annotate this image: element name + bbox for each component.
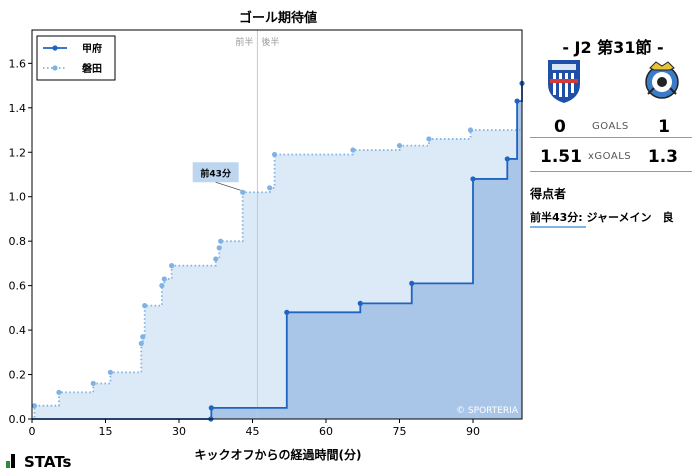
divider [530, 137, 692, 138]
data-point [142, 303, 148, 309]
x-tick-label: 15 [99, 425, 113, 438]
scorers-title: 得点者 [530, 187, 567, 201]
y-tick-label: 1.4 [9, 102, 27, 115]
home-xg: 1.51 [540, 147, 582, 167]
xg-row: 1.51 xGOALS 1.3 [526, 147, 692, 171]
data-point [470, 176, 476, 182]
y-tick-label: 0.0 [9, 413, 27, 426]
data-point [357, 300, 363, 307]
x-axis-label: キックオフからの経過時間(分) [195, 447, 362, 462]
data-point [409, 280, 415, 287]
x-tick-label: 0 [29, 425, 36, 438]
goals-row: 0 GOALS 1 [526, 117, 692, 141]
x-tick-label: 90 [466, 425, 480, 438]
data-point [31, 403, 38, 409]
xg-label: xGOALS [588, 151, 632, 162]
series-fill [32, 83, 522, 419]
data-point [216, 245, 222, 251]
chart-title: ゴール期待値 [239, 10, 317, 26]
home-goals: 0 [554, 117, 566, 137]
brand-logo: STATs [6, 453, 71, 471]
away-goals: 1 [658, 117, 670, 137]
data-point [138, 340, 144, 347]
data-point [90, 380, 96, 387]
data-point [271, 151, 278, 158]
data-point [350, 147, 356, 153]
legend-marker [52, 65, 58, 71]
legend-marker [52, 45, 58, 51]
stats-bars-icon [6, 454, 20, 468]
y-tick-label: 0.8 [9, 235, 27, 248]
data-point [284, 309, 290, 315]
match-label: - J2 第31節 - [562, 38, 664, 57]
halftime-second-label: 後半 [261, 36, 279, 48]
y-tick-label: 0.2 [9, 369, 27, 382]
data-point [208, 405, 214, 411]
data-point [140, 334, 146, 340]
divider [530, 171, 692, 172]
y-tick-label: 0.6 [9, 280, 27, 293]
brand-name: STATs [24, 453, 72, 471]
y-tick-label: 1.6 [9, 57, 27, 70]
data-point [161, 276, 167, 282]
scorer-underline [530, 226, 586, 228]
data-point [218, 238, 224, 244]
y-tick-label: 0.4 [9, 324, 27, 337]
data-point [159, 283, 165, 289]
away-crest-icon [645, 61, 679, 99]
data-point [467, 127, 474, 133]
match-panel: - J2 第31節 - 0 GOALS 1 1.51 xGOALS 1.3 得点… [526, 0, 700, 474]
data-point [267, 185, 273, 191]
data-point [504, 156, 510, 162]
y-tick-label: 1.2 [9, 146, 27, 159]
xg-chart: ゴール期待値 前半 後半 0 15 30 45 60 75 90 0.0 0.2 0.4 0.6 0.8… [9, 10, 525, 462]
x-tick-label: 45 [246, 425, 260, 438]
scorer-entry: 前半43分: ジャーメイン 良 [530, 211, 674, 224]
y-tick-label: 1.0 [9, 191, 27, 204]
data-point [396, 142, 403, 149]
legend-entry: 甲府 [82, 42, 102, 55]
watermark: © SPORTERIA [456, 406, 519, 416]
x-tick-label: 75 [393, 425, 407, 438]
away-xg: 1.3 [647, 147, 678, 167]
annotation-pointer [215, 181, 241, 191]
x-tick-label: 60 [319, 425, 333, 438]
data-point [240, 189, 246, 195]
plot-frame [31, 29, 523, 420]
home-crest-icon [548, 60, 580, 103]
data-point [107, 369, 113, 375]
annotation-label: 前43分 [200, 167, 231, 179]
data-point [426, 136, 432, 142]
data-point [213, 256, 219, 262]
halftime-first-label: 前半 [235, 36, 253, 48]
goals-label: GOALS [592, 121, 629, 132]
data-point [169, 263, 175, 269]
x-tick-label: 30 [172, 425, 186, 438]
data-point [514, 98, 520, 104]
legend-entry: 磐田 [82, 62, 102, 75]
data-point [56, 389, 62, 395]
annotation-box [192, 162, 239, 183]
legend-box [36, 35, 116, 81]
